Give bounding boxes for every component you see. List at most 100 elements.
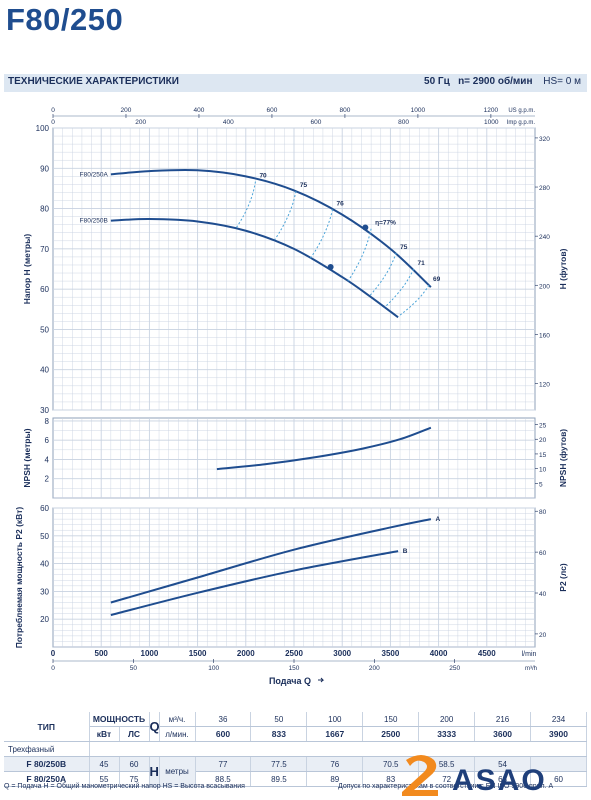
y2-tick-label-head: 160 <box>539 332 550 339</box>
q-lmin-cell: 3600 <box>474 726 532 742</box>
efficiency-arc <box>397 284 430 317</box>
y-tick-label-power: 20 <box>40 615 49 624</box>
y-tick-label-head: 100 <box>36 124 50 133</box>
hp-cell: 60 <box>119 756 150 772</box>
y2-tick-label-head: 280 <box>539 185 550 192</box>
series-line-head <box>110 218 399 319</box>
y2-tick-label-npsh: 25 <box>539 423 547 430</box>
y-tick-label-power: 50 <box>40 532 49 541</box>
q-m3h-cell: 234 <box>530 712 587 727</box>
h-cell: 54 <box>474 756 532 772</box>
kw-cell: 55 <box>89 771 120 787</box>
y-axis-title-npsh: NPSH (метры) <box>22 428 32 487</box>
h-cell <box>530 756 587 772</box>
h-cell: 89.5 <box>250 771 308 787</box>
m3h-unit-label: m³/h <box>525 666 537 672</box>
gpm-tick-label: 400 <box>194 107 205 114</box>
type-header: ТИП <box>4 712 90 742</box>
lmin-tick-label: 4500 <box>478 649 496 658</box>
q-m3h-cell: 100 <box>306 712 364 727</box>
imp-tick-label: 1000 <box>484 119 499 126</box>
x-axis-title: Подача Q <box>269 676 311 686</box>
y2-tick-label-npsh: 20 <box>539 437 547 444</box>
y-tick-label-power: 40 <box>40 560 49 569</box>
m3h-tick-label: 100 <box>208 665 219 672</box>
h-cell: 72 <box>418 771 476 787</box>
lmin-tick-label: 2500 <box>285 649 303 658</box>
gpm-tick-label: 1200 <box>484 107 499 114</box>
efficiency-label: 69 <box>433 276 441 283</box>
gpm-tick-label: 600 <box>267 107 278 114</box>
q-m3h-cell: 216 <box>474 712 532 727</box>
y2-axis-title-head: H (футов) <box>558 248 568 289</box>
q-lmin-cell: 833 <box>250 726 308 742</box>
imp-tick-label: 600 <box>311 119 322 126</box>
table-row: Трехфазный <box>4 741 587 757</box>
efficiency-arc <box>368 252 397 297</box>
y-tick-label-head: 50 <box>40 325 49 334</box>
efficiency-arc <box>235 181 256 229</box>
y-tick-label-npsh: 8 <box>45 417 50 426</box>
table-row: ТИП МОЩНОСТЬ Q м³/ч. 36 50 100 150 200 2… <box>4 712 587 742</box>
gpm-unit-label: US g.p.m. <box>508 108 535 114</box>
imp-tick-label: 0 <box>51 119 55 126</box>
h-cell: 76 <box>306 756 364 772</box>
kw-cell: 45 <box>89 756 120 772</box>
y-tick-label-head: 30 <box>40 406 49 415</box>
q-lmin-cell: 2500 <box>362 726 420 742</box>
tolerance-note: Допуск по характеристикам в соответствии… <box>338 783 554 790</box>
y-tick-label-head: 90 <box>40 164 49 173</box>
lmin-tick-label: 3500 <box>382 649 400 658</box>
h-cell: 68 <box>474 771 532 787</box>
y-tick-label-head: 60 <box>40 285 49 294</box>
efficiency-label: 71 <box>418 260 426 267</box>
operating-conditions: 50 Гц n= 2900 об/мин HS= 0 м <box>424 76 581 87</box>
y-axis-title-power: Потребляемая мощность P2 (кВт) <box>14 507 24 649</box>
power-header: МОЩНОСТЬ <box>89 712 150 727</box>
y2-tick-label-power: 60 <box>539 550 547 557</box>
unit-m: метры <box>159 756 196 787</box>
h-cell: 88.5 <box>195 771 252 787</box>
m3h-tick-label: 200 <box>369 665 380 672</box>
efficiency-label: 75 <box>300 182 308 189</box>
series-line-power <box>110 550 399 616</box>
y-tick-label-npsh: 6 <box>45 436 50 445</box>
unit-m3h: м³/ч. <box>159 712 196 727</box>
frequency-label: 50 Гц <box>424 76 450 87</box>
series-line-npsh <box>216 426 432 471</box>
section-title: ТЕХНИЧЕСКИЕ ХАРАКТЕРИСТИКИ <box>8 76 179 87</box>
y-axis-title-head: Напор H (метры) <box>22 234 32 305</box>
y-tick-label-npsh: 4 <box>45 455 50 464</box>
efficiency-arc <box>347 228 372 282</box>
y-tick-label-head: 80 <box>40 205 49 214</box>
logo-text: ASAO <box>452 764 547 797</box>
q-m3h-cell: 50 <box>250 712 308 727</box>
m3h-tick-label: 250 <box>449 665 460 672</box>
model-cell: F 80/250A <box>4 771 90 787</box>
page-title: F80/250 <box>6 2 124 37</box>
footnote: Q = Подача H = Общий манометрический нап… <box>4 783 245 790</box>
efficiency-arc <box>274 191 297 240</box>
y2-tick-label-power: 40 <box>539 591 547 598</box>
q-lmin-cell: 3900 <box>530 726 587 742</box>
series-label-head: F80/250B <box>80 218 108 225</box>
table-row: кВт ЛС л/мин. 600 833 1667 2500 3333 360… <box>4 726 587 742</box>
y2-tick-label-head: 240 <box>539 234 550 241</box>
hs-label: HS= 0 м <box>543 76 581 87</box>
y2-axis-title-power: P2 (лс) <box>558 563 568 592</box>
q-letter: Q <box>149 712 160 742</box>
efficiency-arc <box>309 209 334 261</box>
imp-tick-label: 200 <box>135 119 146 126</box>
lmin-tick-label: 4000 <box>430 649 448 658</box>
kw-header: кВт <box>89 726 120 742</box>
y2-tick-label-power: 80 <box>539 509 547 516</box>
gpm-tick-label: 200 <box>121 107 132 114</box>
y2-tick-label-head: 200 <box>539 283 550 290</box>
series-label-head: F80/250A <box>80 171 109 178</box>
y2-tick-label-head: 320 <box>539 136 550 143</box>
hp-cell: 75 <box>119 771 150 787</box>
y2-tick-label-head: 120 <box>539 382 550 389</box>
gpm-tick-label: 800 <box>340 107 351 114</box>
imp-tick-label: 400 <box>223 119 234 126</box>
asao-logo: ASAO <box>402 755 547 797</box>
